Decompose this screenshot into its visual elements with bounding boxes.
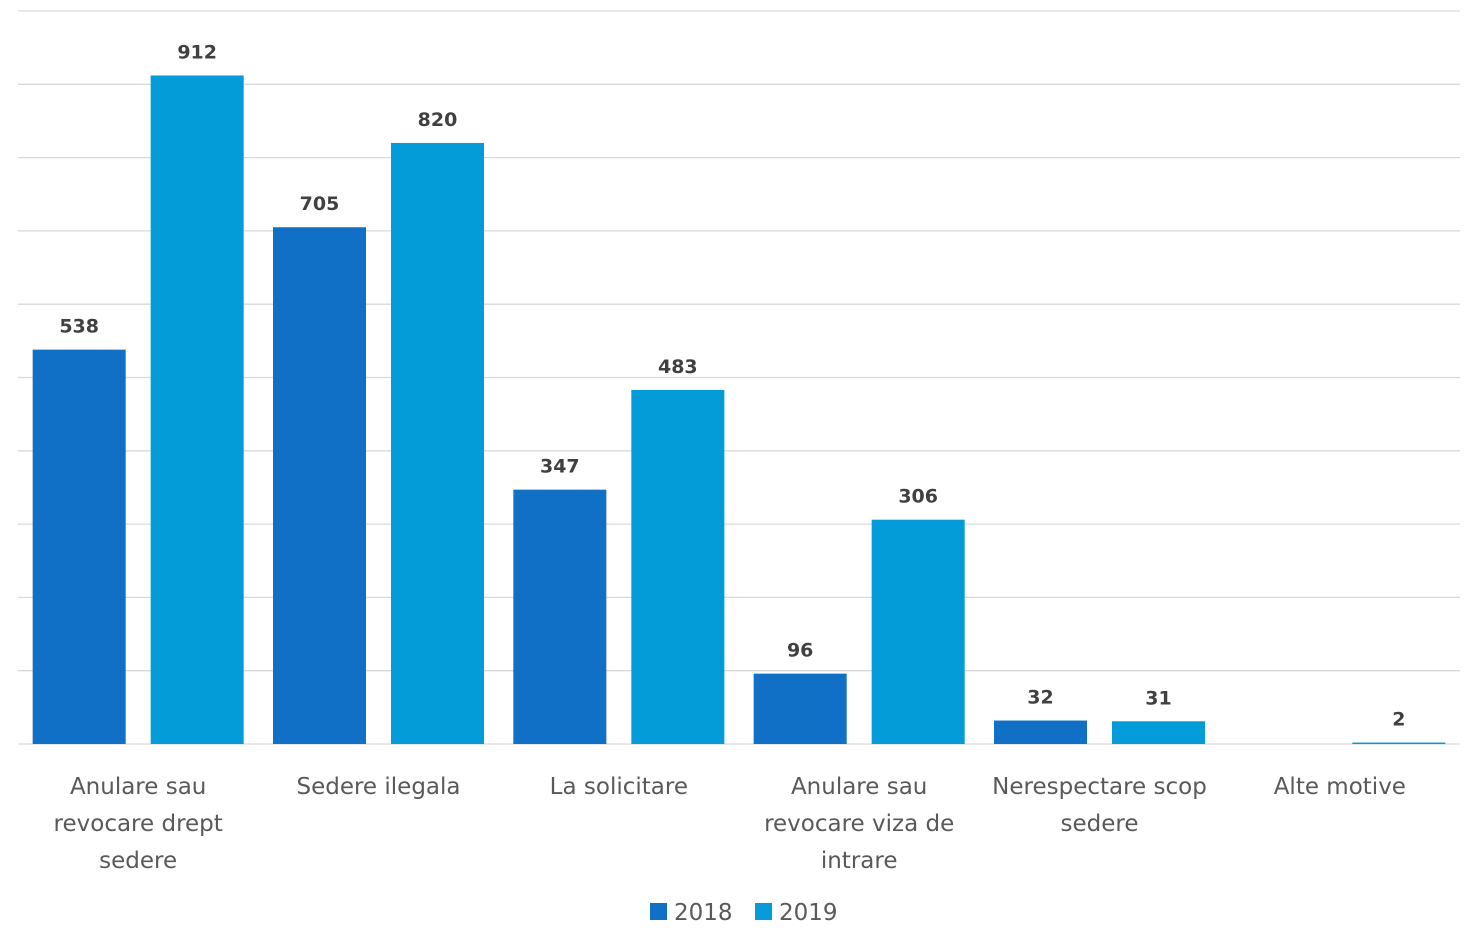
legend: 2018 2019 [650,900,838,926]
data-label-2019-1: 912 [177,42,217,64]
bar-2018-2 [273,227,366,745]
category-label-3: La solicitare [550,774,688,800]
bars [32,75,1446,745]
category-label-2: Sedere ilegala [296,774,460,800]
bar-2018-1 [32,349,126,744]
data-labels: 538 912 705 820 347 483 96 306 32 31 2 [59,42,1405,731]
category-label-6: Alte motive [1274,774,1406,800]
bar-2019-2 [391,142,484,744]
data-label-2018-4: 96 [787,640,813,662]
data-label-2018-1: 538 [59,316,99,338]
bar-2018-4 [753,673,847,744]
legend-swatch-2019 [755,903,772,920]
data-label-2019-6: 2 [1392,709,1405,731]
data-label-2019-5: 31 [1145,687,1171,709]
category-label-4: Anulare sau revocare viza de intrare [764,774,954,874]
bar-2019-6 [1352,742,1446,744]
legend-label-2019: 2019 [779,900,838,926]
bar-2019-5 [1112,721,1205,744]
data-label-2019-2: 820 [418,109,458,131]
category-labels: Anulare sau revocare drept sedere Sedere il… [54,774,1406,874]
data-label-2018-2: 705 [300,193,340,215]
data-label-2019-4: 306 [898,486,938,508]
gridlines [18,10,1460,745]
bar-2019-3 [631,389,725,744]
bar-2018-5 [994,720,1087,744]
data-label-2019-3: 483 [658,356,698,378]
bar-2019-4 [871,519,965,744]
legend-swatch-2018 [650,903,667,920]
category-label-5: Nerespectare scop sedere [992,774,1207,837]
data-label-2018-3: 347 [540,456,580,478]
data-label-2018-5: 32 [1027,687,1053,709]
legend-label-2018: 2018 [674,900,733,926]
bar-2019-1 [150,75,244,744]
bar-2018-3 [513,489,607,744]
category-label-1: Anulare sau revocare drept sedere [54,774,223,874]
